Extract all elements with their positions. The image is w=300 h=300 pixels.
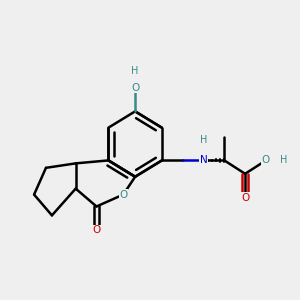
Text: O: O bbox=[262, 155, 270, 165]
Text: O: O bbox=[92, 225, 101, 235]
Text: H: H bbox=[200, 135, 207, 145]
Text: H: H bbox=[280, 155, 287, 165]
Text: O: O bbox=[131, 82, 139, 93]
Text: O: O bbox=[241, 193, 249, 202]
Text: H: H bbox=[131, 66, 139, 76]
Text: O: O bbox=[119, 190, 128, 200]
Text: N: N bbox=[200, 155, 207, 165]
